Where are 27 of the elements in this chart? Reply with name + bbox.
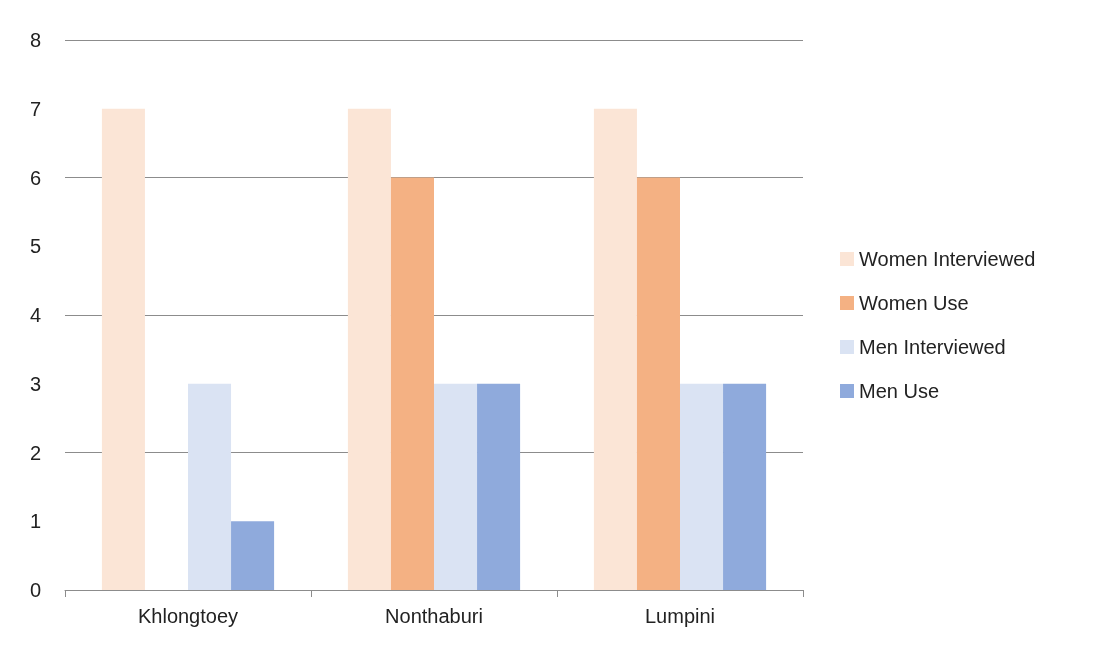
bar [188, 383, 232, 590]
y-tick-label: 1 [29, 510, 41, 533]
y-tick-label: 2 [29, 441, 41, 464]
x-tick-label: Khlongtoey [137, 605, 239, 627]
y-tick-label: 4 [29, 304, 41, 326]
legend-label: Men Interviewed [859, 336, 1006, 358]
y-tick-label: 6 [29, 166, 41, 189]
y-tick-label: 3 [29, 372, 41, 395]
y-tick-label: 5 [29, 235, 41, 258]
bar [390, 177, 434, 590]
bar [593, 108, 637, 590]
y-tick-label: 8 [29, 29, 41, 51]
bar [231, 521, 275, 590]
legend-label: Women Interviewed [859, 248, 1036, 270]
bar [723, 383, 767, 590]
x-tick-label: Nonthaburi [385, 605, 483, 627]
bar [347, 108, 391, 590]
x-tick-label: Lumpini [644, 605, 716, 627]
legend-label: Men Use [859, 380, 940, 402]
bar [477, 383, 521, 590]
bar [434, 383, 478, 590]
y-tick-label: 7 [29, 97, 41, 120]
bar [101, 108, 145, 590]
y-tick-label: 0 [29, 579, 41, 601]
bar [680, 383, 724, 590]
bar [636, 177, 680, 590]
legend-label: Women Use [859, 292, 969, 314]
